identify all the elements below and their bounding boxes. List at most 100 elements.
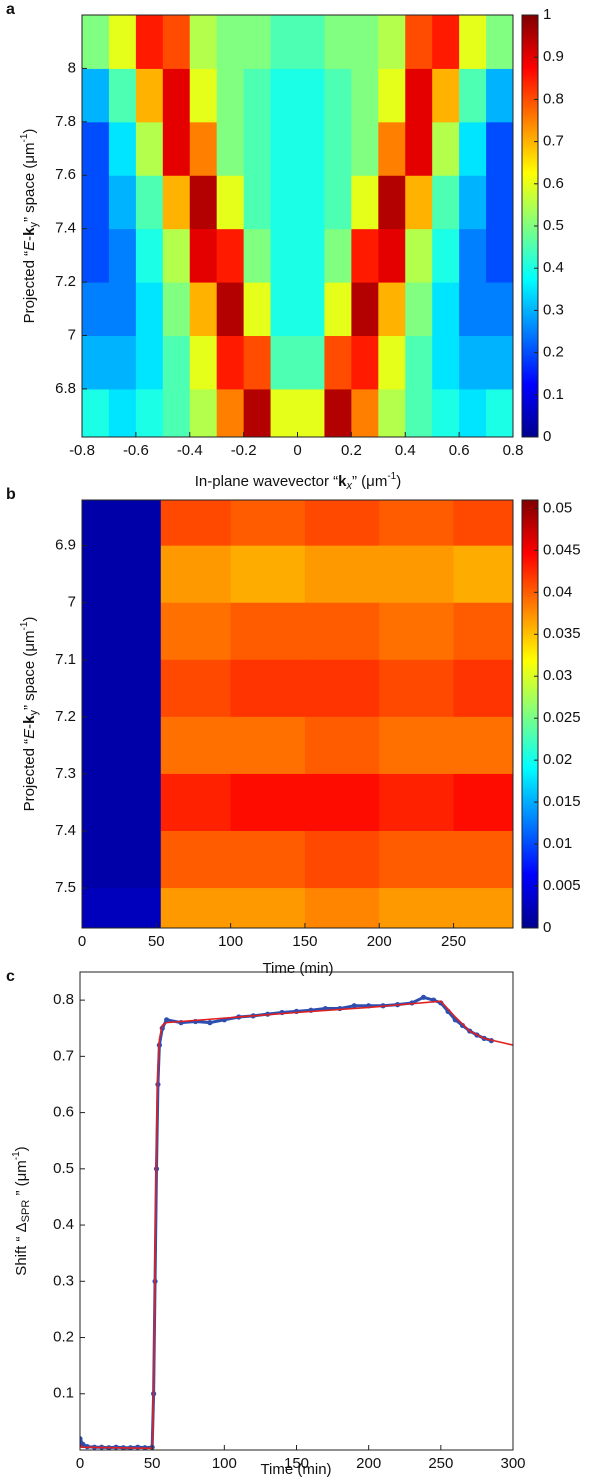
heatmap-cell: [378, 335, 406, 390]
heatmap-cell: [405, 68, 433, 123]
heatmap-cell: [379, 500, 455, 547]
heatmap-cell: [160, 659, 232, 718]
heatmap-cell: [162, 388, 191, 437]
y-tick-label: 0.3: [53, 1272, 74, 1289]
heatmap-cell: [243, 175, 272, 230]
colorbar-tick-label: 0.5: [543, 217, 564, 234]
y-tick-label: 0.2: [53, 1328, 74, 1345]
heatmap-cell: [378, 175, 406, 230]
heatmap-cell: [189, 15, 218, 69]
point: [80, 1441, 86, 1447]
heatmap-cell: [486, 175, 513, 230]
heatmap-cell: [82, 282, 110, 337]
x-tick-label: 200: [356, 1455, 381, 1472]
heatmap-cell: [135, 335, 164, 390]
heatmap-cell: [82, 388, 110, 437]
heatmap-cell: [216, 175, 245, 230]
heatmap-cell: [160, 830, 232, 889]
x-tick-label: 100: [212, 1455, 237, 1472]
heatmap-cell: [230, 888, 306, 928]
heatmap-cell: [162, 68, 191, 123]
heatmap-cell: [304, 773, 380, 832]
heatmap-cell: [160, 500, 232, 547]
heatmap-cell: [216, 68, 245, 123]
heatmap-cell: [304, 830, 380, 889]
panel-letter: c: [6, 968, 15, 985]
heatmap-cell: [432, 388, 460, 437]
heatmap-cell: [405, 121, 433, 176]
point: [207, 1020, 213, 1026]
heatmap-cell: [351, 335, 379, 390]
heatmap-cell: [230, 773, 306, 832]
plot-area: [80, 994, 513, 1450]
colorbar-tick-label: 0.035: [543, 625, 581, 642]
heatmap-cell: [108, 228, 137, 283]
colorbar-tick-label: 0.025: [543, 709, 581, 726]
heatmap-cell: [351, 15, 379, 69]
heatmap-cell: [270, 335, 298, 390]
heatmap-cell: [379, 545, 455, 604]
heatmap-cell: [216, 121, 245, 176]
heatmap-cell: [432, 68, 460, 123]
heatmap-cell: [189, 121, 218, 176]
x-tick-label: 250: [441, 933, 466, 950]
heatmap-cell: [270, 175, 298, 230]
heatmap-cell: [459, 335, 487, 390]
heatmap-cell: [432, 175, 460, 230]
heatmap-cell: [82, 602, 162, 661]
heatmap-cell: [297, 282, 325, 337]
y-tick-label: 0.1: [53, 1385, 74, 1402]
x-tick-label: -0.8: [69, 442, 95, 459]
x-tick-label: 250: [428, 1455, 453, 1472]
heatmap-cell: [378, 15, 406, 69]
colorbar-tick-label: 0.02: [543, 751, 572, 768]
x-tick-label: 0: [78, 933, 86, 950]
heatmap-cell: [324, 282, 352, 337]
heatmap-cell: [379, 888, 455, 928]
heatmap-cell: [324, 68, 352, 123]
colorbar-tick-label: 0.03: [543, 667, 572, 684]
point: [135, 1444, 141, 1450]
colorbar-tick-label: 0.05: [543, 499, 572, 516]
heatmap-cell: [82, 68, 110, 123]
heatmap-cell: [324, 388, 352, 437]
heatmap-cell: [189, 282, 218, 337]
heatmap-cell: [189, 175, 218, 230]
heatmap-cell: [459, 15, 487, 69]
y-tick-label: 7: [68, 594, 76, 611]
heatmap-cell: [160, 773, 232, 832]
heatmap-cell: [135, 282, 164, 337]
y-tick-label: 7.1: [55, 651, 76, 668]
colorbar-tick-label: 0.2: [543, 344, 564, 361]
colorbar-tick-label: 0.04: [543, 583, 572, 600]
heatmap-cell: [453, 545, 513, 604]
heatmap-cell: [453, 830, 513, 889]
heatmap-cell: [82, 500, 162, 547]
x-tick-label: 50: [148, 933, 165, 950]
line: [80, 1000, 513, 1450]
heatmap-cell: [351, 121, 379, 176]
heatmap-cell: [432, 15, 460, 69]
heatmap-cell: [324, 175, 352, 230]
x-tick-label: 0.2: [341, 442, 362, 459]
heatmap-cell: [230, 716, 306, 775]
heatmap-cell: [270, 282, 298, 337]
heatmap-cell: [189, 228, 218, 283]
heatmap-cell: [432, 228, 460, 283]
x-tick-label: 150: [284, 1455, 309, 1472]
x-tick-label: 200: [367, 933, 392, 950]
heatmap-cell: [405, 282, 433, 337]
heatmap-cell: [405, 175, 433, 230]
y-tick-label: 7.2: [55, 708, 76, 725]
x-tick-label: 0.4: [395, 442, 416, 459]
heatmap-cell: [304, 602, 380, 661]
heatmap-cell: [297, 15, 325, 69]
heatmap-cell: [379, 716, 455, 775]
heatmap-cell: [243, 282, 272, 337]
heatmap-cell: [324, 15, 352, 69]
heatmap-cell: [189, 335, 218, 390]
heatmap-cell: [216, 228, 245, 283]
x-tick-label: 0: [293, 442, 301, 459]
heatmap-cell: [82, 175, 110, 230]
y-axis-label: Projected “E-ky” space (μm-1): [19, 129, 40, 324]
